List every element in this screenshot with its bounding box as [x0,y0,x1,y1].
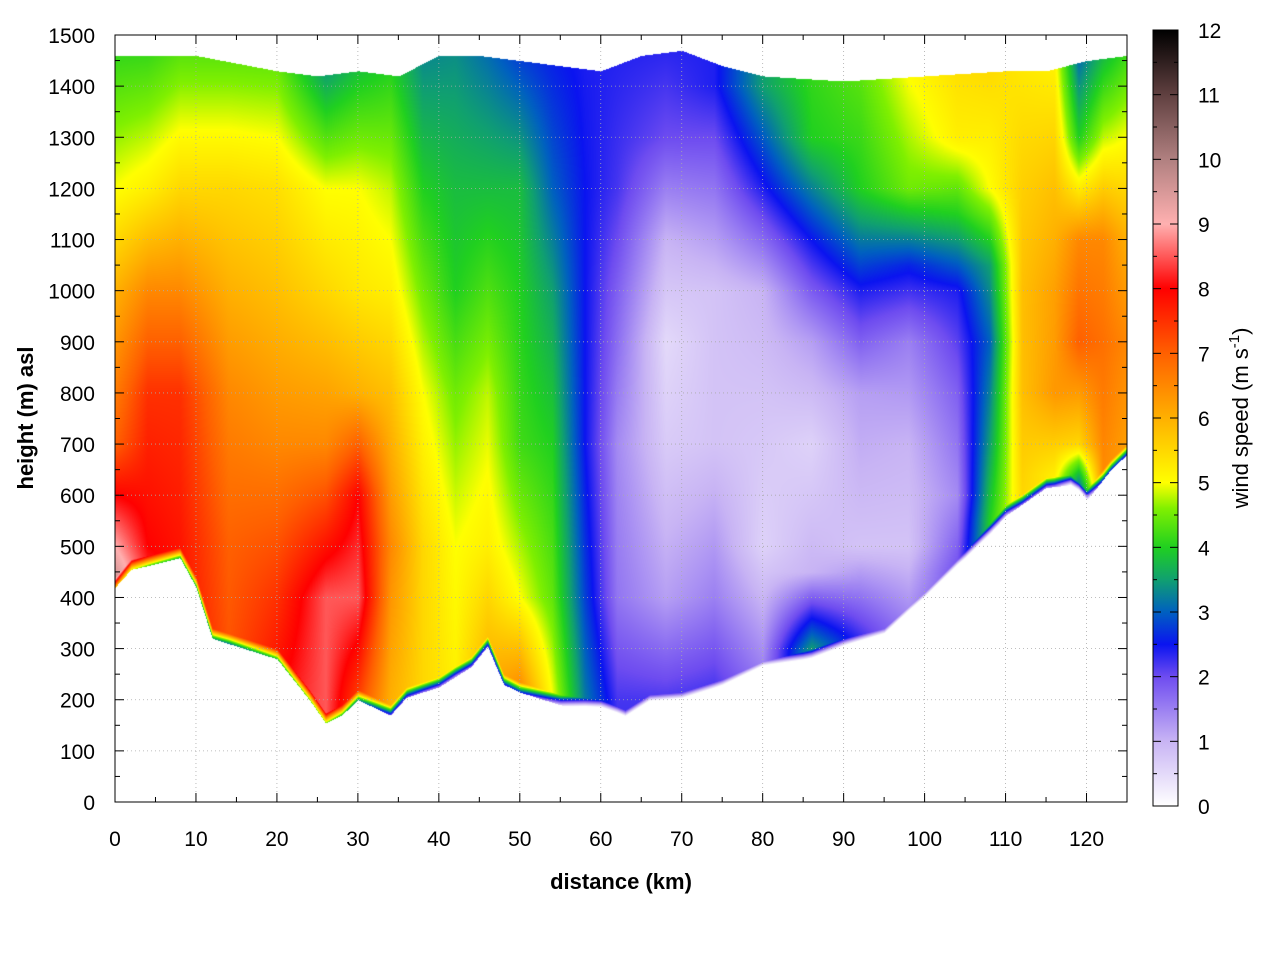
colorbar-tick-label: 9 [1198,214,1210,237]
y-tick-label: 600 [60,485,95,508]
colorbar-tick-label: 7 [1198,343,1210,366]
y-tick-label: 1100 [50,230,95,253]
y-tick-label: 700 [60,434,95,457]
x-tick-label: 120 [1069,828,1104,851]
x-tick-label: 10 [184,828,207,851]
x-tick-label: 100 [907,828,942,851]
colorbar-label-main: wind speed (m s [1228,348,1253,509]
x-tick-label: 60 [589,828,612,851]
colorbar-label-end: ) [1228,328,1253,335]
x-tick-label: 70 [670,828,693,851]
y-tick-label: 900 [60,332,95,355]
colorbar-tick-label: 11 [1198,85,1220,108]
x-tick-label: 50 [508,828,531,851]
y-tick-label: 200 [60,690,95,713]
colorbar-tick-label: 4 [1198,537,1210,560]
colorbar-tick-label: 8 [1198,279,1210,302]
y-tick-label: 1000 [48,281,95,304]
wind-speed-field [115,35,1127,802]
y-tick-label: 800 [60,383,95,406]
plot-grid [115,35,1127,802]
y-axis-label: height (m) asl [13,346,38,489]
y-tick-label: 1300 [48,127,95,150]
y-tick-label: 500 [60,536,95,559]
x-tick-label: 30 [346,828,369,851]
x-tick-label: 40 [427,828,450,851]
y-tick-label: 1400 [48,76,95,99]
y-tick-label: 1500 [48,25,95,48]
colorbar-label: wind speed (m s-1) [1226,328,1253,510]
x-tick-label: 0 [109,828,121,851]
y-axis-ticks: 0 100 200 300 400 500 600 700 800 900 1000 1100 1200… [48,25,1127,815]
colorbar-tick-label: 12 [1198,20,1221,43]
wind-speed-raster [115,35,1127,802]
colorbar-tick-label: 2 [1198,667,1210,690]
x-tick-label: 20 [265,828,288,851]
x-tick-label: 110 [989,828,1022,851]
colorbar-tick-label: 3 [1198,602,1210,625]
colorbar-tick-label: 1 [1198,731,1210,754]
x-tick-label: 90 [832,828,855,851]
y-tick-label: 1200 [48,178,95,201]
x-tick-label: 80 [751,828,774,851]
x-axis-ticks: 0 10 20 30 40 50 60 70 80 90 100 110 120 [109,35,1104,851]
colorbar-tick-label: 5 [1198,473,1210,496]
x-axis-label: distance (km) [550,869,692,894]
y-tick-label: 100 [60,741,95,764]
colorbar-label-superscript: -1 [1226,335,1243,348]
colorbar-tick-label: 6 [1198,408,1210,431]
colorbar-tick-label: 10 [1198,149,1221,172]
y-tick-label: 0 [83,792,95,815]
y-tick-label: 400 [60,587,95,610]
y-tick-label: 300 [60,639,95,662]
colorbar-tick-label: 0 [1198,796,1210,819]
